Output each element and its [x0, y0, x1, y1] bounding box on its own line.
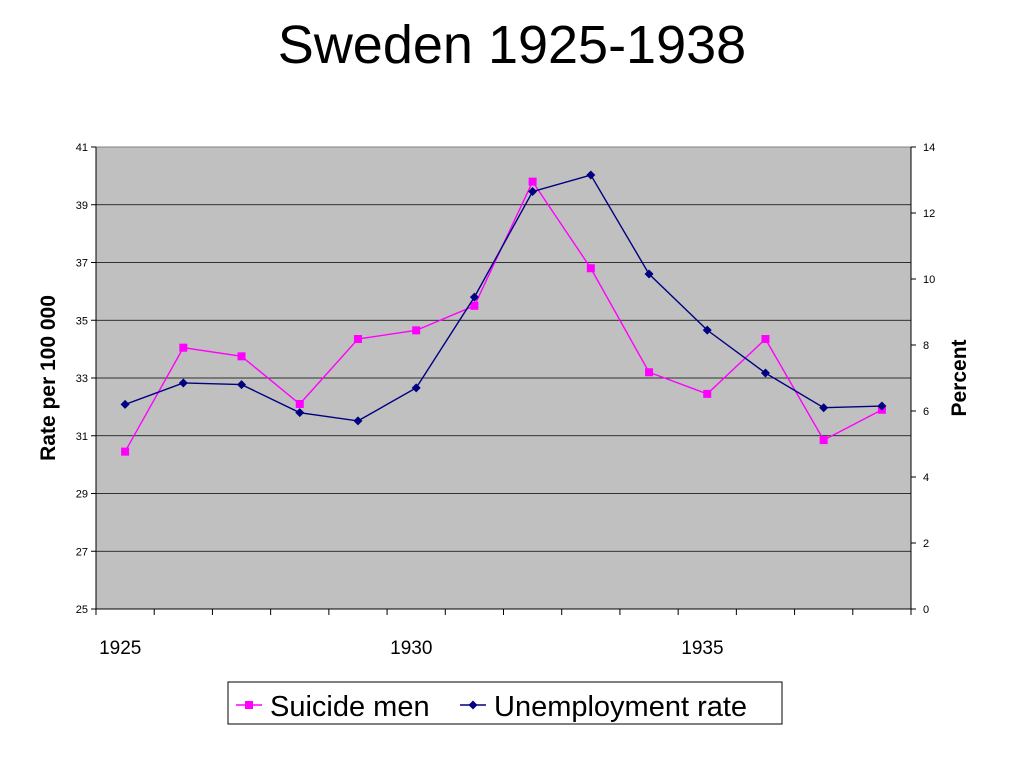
- y2-tick-label: 2: [923, 538, 929, 550]
- data-point: [412, 326, 420, 334]
- y2-axis-title: Percent: [948, 339, 971, 416]
- data-point: [354, 335, 362, 343]
- y-tick-label: 37: [76, 258, 88, 270]
- data-point: [761, 335, 769, 343]
- x-tick-label: 1935: [681, 638, 723, 659]
- data-point: [820, 436, 828, 444]
- y2-tick-label: 4: [923, 472, 929, 484]
- data-point: [703, 390, 711, 398]
- y2-tick-label: 12: [923, 208, 935, 220]
- data-point: [121, 448, 129, 456]
- data-point: [645, 368, 653, 376]
- legend: Suicide men Unemployment rate: [228, 682, 782, 724]
- y-tick-label: 25: [76, 604, 88, 616]
- y-tick-label: 35: [76, 315, 88, 327]
- y-axis-title: Rate per 100 000: [37, 295, 60, 461]
- data-point: [587, 264, 595, 272]
- x-tick-label: 1930: [390, 638, 432, 659]
- y2-tick-label: 6: [923, 406, 929, 418]
- legend-label: Suicide men: [270, 691, 430, 723]
- y2-tick-label: 14: [923, 142, 935, 154]
- legend-label: Unemployment rate: [494, 691, 747, 723]
- y-tick-label: 41: [76, 142, 88, 154]
- y-tick-label: 29: [76, 489, 88, 501]
- y2-tick-label: 8: [923, 340, 929, 352]
- data-point: [296, 400, 304, 408]
- y-tick-label: 27: [76, 546, 88, 558]
- data-point: [470, 302, 478, 310]
- x-tick-label: 1925: [99, 638, 141, 659]
- y2-tick-label: 10: [923, 274, 935, 286]
- legend-marker: [245, 701, 253, 709]
- data-point: [179, 344, 187, 352]
- data-point: [529, 178, 537, 186]
- y2-tick-label: 0: [923, 604, 929, 616]
- y-tick-label: 31: [76, 431, 88, 443]
- y-tick-label: 33: [76, 373, 88, 385]
- data-point: [238, 352, 246, 360]
- y-tick-label: 39: [76, 200, 88, 212]
